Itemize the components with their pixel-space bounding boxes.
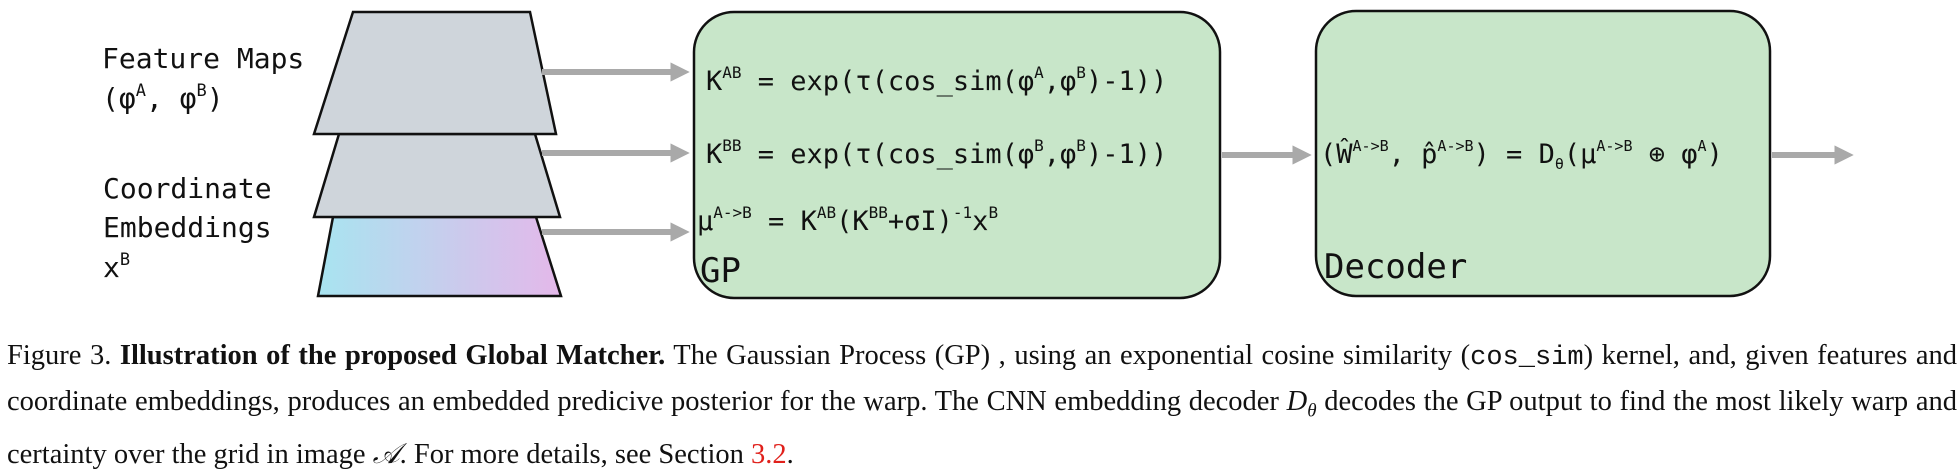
feature-maps-label: Feature Maps (φA, φB): [102, 42, 304, 115]
caption-text-1: The Gaussian Process (GP) , using an exp…: [673, 340, 1471, 371]
figure-caption: Figure 3. Illustration of the proposed G…: [7, 334, 1957, 476]
coord-sup: B: [120, 250, 130, 270]
gp-box-title: GP: [700, 251, 741, 291]
coordinate-embedding-trapezoid: [316, 215, 563, 298]
gp-kernel-bb-equation: KBB = exp(τ(cos_sim(φB,φB)-1)): [706, 136, 1167, 170]
feature-maps-sup-a: A: [136, 81, 146, 101]
caption-title: Illustration of the proposed Global Matc…: [119, 340, 666, 371]
feature-maps-line1: Feature Maps: [102, 42, 304, 75]
caption-text-5: .: [786, 438, 794, 470]
gp-box: [692, 10, 1222, 300]
decoder-box: [1314, 9, 1772, 298]
feature-maps-paren: (φ: [102, 82, 136, 115]
gp-posterior-mean-equation: μA->B = KAB(KBB+σI)-1xB: [697, 203, 998, 237]
feature-maps-mid: , φ: [146, 82, 197, 115]
feature-maps-end: ): [207, 82, 224, 115]
caption-math-d: D: [1286, 386, 1308, 417]
feature-map-a-trapezoid: [312, 10, 558, 136]
gp-kernel-ab-equation: KAB = exp(τ(cos_sim(φA,φB)-1)): [706, 63, 1167, 97]
decoder-box-title: Decoder: [1324, 247, 1467, 287]
coordinate-embeddings-label: Coordinate Embeddings xB: [103, 172, 272, 284]
caption-math-theta: θ: [1307, 400, 1317, 422]
caption-text-3: decodes the GP output to find the most l…: [7, 386, 1957, 470]
caption-text-2: ) kernel, and, given features and coordi…: [7, 340, 1957, 417]
caption-prefix: Figure 3.: [7, 340, 112, 371]
caption-text-4: . For more details, see Section: [399, 438, 752, 470]
feature-maps-sup-b: B: [197, 81, 207, 101]
svg-text:(φA, φB): (φA, φB): [102, 81, 224, 115]
caption-section-ref-link[interactable]: 3.2: [751, 438, 787, 470]
global-matcher-diagram: Feature Maps (φA, φB) Coordinate Embeddi…: [102, 9, 1854, 300]
coord-line2: Embeddings: [103, 211, 272, 244]
coord-line1: Coordinate: [103, 172, 272, 205]
decoder-equation: (ŴA->B, p̂A->B) = Dθ(μA->B ⊕ φA): [1320, 137, 1723, 173]
svg-text:xB: xB: [103, 250, 130, 284]
caption-math-a: 𝒜: [372, 438, 400, 470]
feature-map-b-trapezoid: [312, 132, 562, 219]
caption-code-cos-sim: cos_sim: [1470, 343, 1584, 373]
coord-x: x: [103, 251, 120, 284]
